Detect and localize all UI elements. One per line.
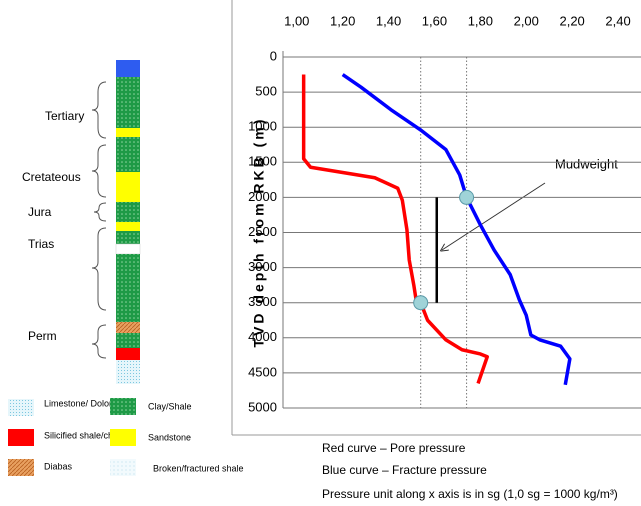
y-tick-label: 4000 [248, 329, 277, 344]
period-label: Perm [28, 329, 57, 343]
marker [460, 190, 474, 204]
x-tick-label: 1,40 [376, 13, 401, 28]
caption: Pressure unit along x axis is in sg (1,0… [322, 487, 618, 501]
y-tick-label: 0 [270, 48, 277, 63]
y-tick-label: 5000 [248, 399, 277, 414]
plot: 0 500 1000 1500 2000 2500 3000 3500 4000 4500 5000… [248, 13, 641, 414]
x-tick-label: 2,00 [514, 13, 539, 28]
y-tick-label: 1000 [248, 119, 277, 134]
annotation: Mudweight [555, 156, 618, 171]
period-label: Tertiary [45, 109, 84, 123]
page: Tertiary Cretateous Jura Trias Perm Lime… [0, 0, 641, 506]
y-tick-label: 2000 [248, 189, 277, 204]
legend-label: Broken/fractured shale [153, 463, 244, 473]
strat-column [116, 60, 140, 384]
y-tick-label: 3500 [248, 294, 277, 309]
legend-label: Sandstone [148, 432, 191, 442]
y-tick-label: 2500 [248, 224, 277, 239]
x-tick-label: 2,20 [559, 13, 584, 28]
y-tick-label: 4500 [248, 364, 277, 379]
x-tick-label: 1,20 [330, 13, 355, 28]
x-tick-label: 1,80 [468, 13, 493, 28]
y-tick-label: 3000 [248, 259, 277, 274]
series-line [304, 75, 488, 384]
litho-legend: Limestone/ Dolomite Clay/Shale Silicifie… [8, 398, 244, 476]
marker [414, 296, 428, 310]
legend-label: Diabas [44, 461, 73, 471]
caption: Blue curve – Fracture pressure [322, 463, 487, 477]
y-tick-label: 1500 [248, 154, 277, 169]
braces [92, 82, 106, 358]
y-tick-label: 500 [255, 84, 277, 99]
period-label: Jura [28, 205, 52, 219]
x-tick-label: 1,60 [422, 13, 447, 28]
caption: Red curve – Pore pressure [322, 441, 466, 455]
x-tick-label: 2,40 [605, 13, 630, 28]
period-label: Trias [28, 237, 54, 251]
annotation-arrow [442, 183, 545, 250]
x-tick-label: 1,00 [284, 13, 309, 28]
legend-label: Clay/Shale [148, 401, 192, 411]
period-label: Cretateous [22, 170, 81, 184]
